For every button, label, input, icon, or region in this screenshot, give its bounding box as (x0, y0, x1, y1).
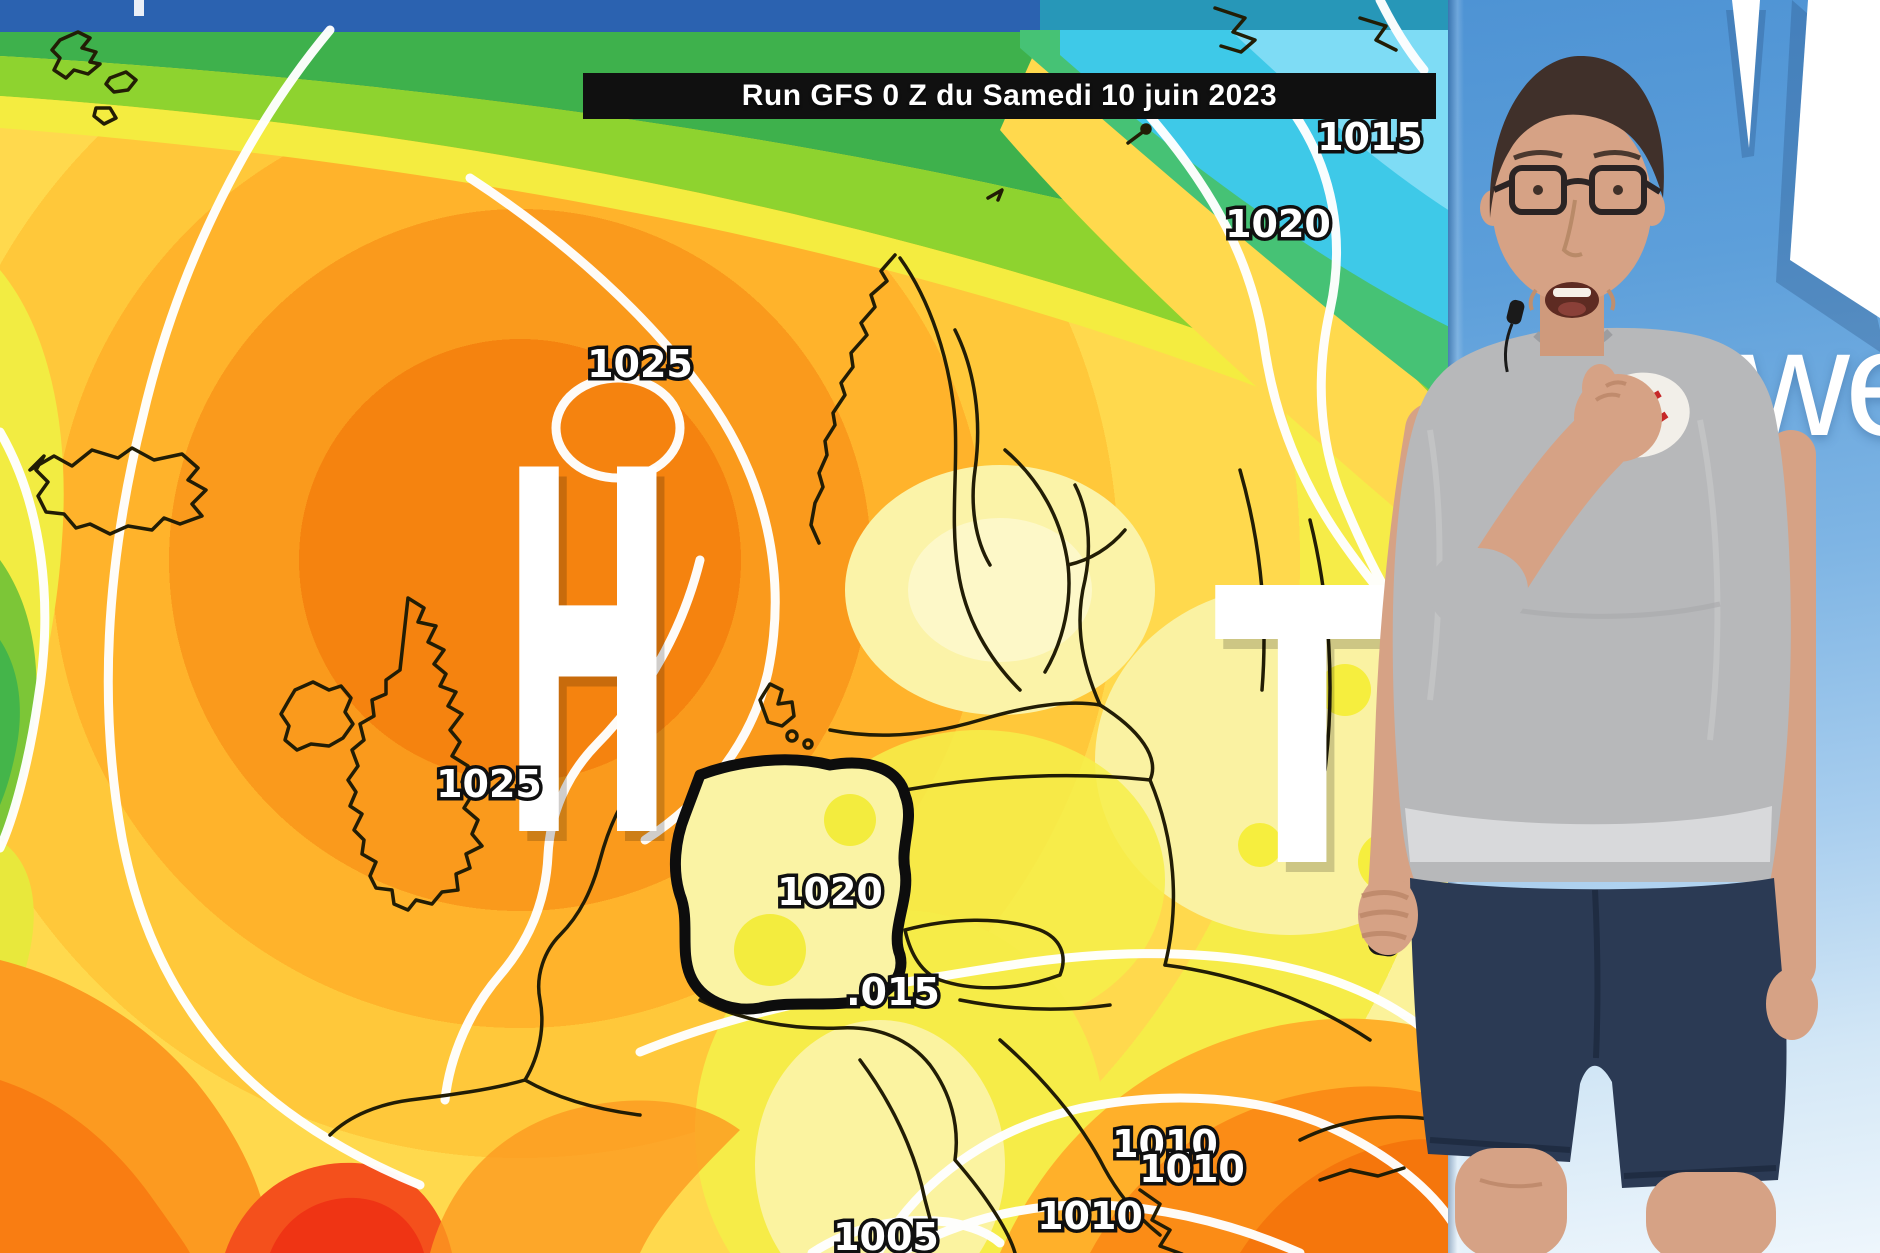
isobar-label: 1010 (1139, 1147, 1245, 1191)
tshirt (1392, 327, 1791, 882)
run-title-banner: Run GFS 0 Z du Samedi 10 juin 2023 (583, 73, 1436, 119)
presenter-figure (1358, 55, 1818, 1253)
isobar-label: 1025 (587, 342, 693, 386)
channel-logo (1726, 0, 1880, 352)
isobar-label: .015 (846, 970, 940, 1014)
isobar-label: 1010 (1037, 1194, 1143, 1238)
lapel-mic (1503, 299, 1525, 373)
run-title-text: Run GFS 0 Z du Samedi 10 juin 2023 (741, 79, 1278, 112)
isobar-label: 1015 (1317, 115, 1423, 159)
isobar-label: 1010 (1112, 1122, 1218, 1166)
isobar-label: 1005 (833, 1215, 939, 1253)
high-symbol-shadow: H (508, 378, 684, 960)
presenter-head (1492, 107, 1652, 303)
isobar-label: 1020 (777, 870, 883, 914)
remote-clicker-hand (1358, 875, 1418, 957)
isobar-label: 1025 (436, 762, 542, 806)
coastlines (28, 6, 1456, 1253)
presenter-hair (1489, 55, 1664, 218)
isobar-label: 1020 (1225, 202, 1331, 246)
presenter-mouth (1545, 282, 1599, 318)
high-pressure-symbol: H (500, 368, 676, 950)
glasses (1492, 165, 1662, 215)
low-pressure-symbol: T (1214, 509, 1392, 952)
